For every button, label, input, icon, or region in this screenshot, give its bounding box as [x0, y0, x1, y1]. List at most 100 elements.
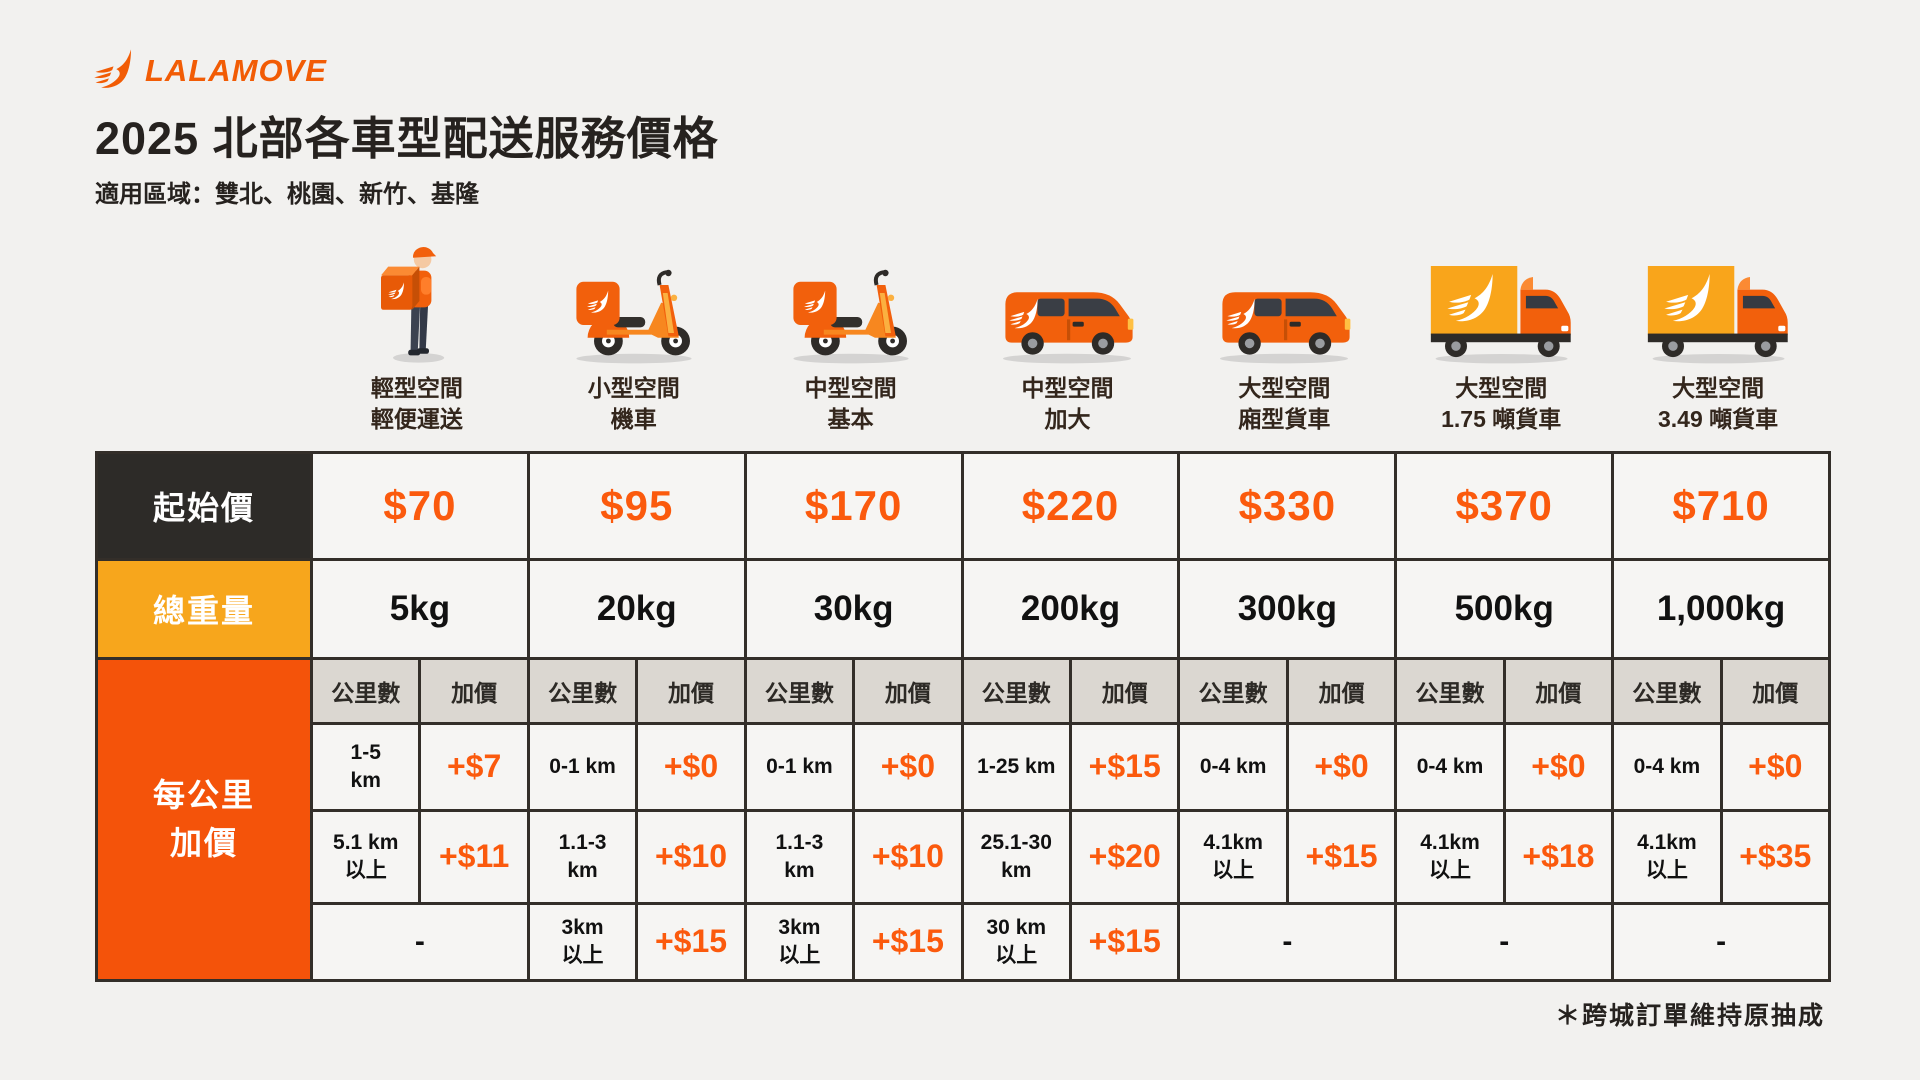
corner-spacer	[95, 223, 307, 443]
per-km-line1: 每公里	[152, 777, 255, 813]
weight-cell: 500kg	[1397, 560, 1612, 657]
vehicle-sublabel: 機車	[610, 405, 657, 432]
weight-cell: 20kg	[529, 560, 744, 657]
vehicle-sublabel: 1.75 噸貨車	[1441, 405, 1562, 432]
dash-cell: -	[1180, 904, 1395, 979]
brand-name: LALAMOVE	[145, 53, 327, 88]
subheader-surcharge: 加價	[855, 659, 961, 722]
subheader-km: 公里數	[746, 659, 853, 722]
subheader-surcharge: 加價	[1722, 659, 1828, 722]
price-cell: $95	[529, 453, 744, 558]
weight-cell: 5kg	[313, 560, 527, 657]
subheader-km: 公里數	[529, 659, 636, 722]
subheader-km: 公里數	[1180, 659, 1286, 722]
km-cell: 5.1 km 以上	[313, 811, 419, 902]
subheader-km: 公里數	[313, 659, 419, 722]
truck-icon	[1640, 223, 1797, 365]
subheader-km: 公里數	[1397, 659, 1503, 722]
price-cell: $330	[1180, 453, 1395, 558]
dash-cell: -	[313, 904, 527, 979]
footnote: ＊跨城訂單維持原抽成	[1554, 1001, 1825, 1030]
row-header-total-weight: 總重量	[98, 560, 310, 657]
km-cell: 0-4 km	[1180, 724, 1286, 809]
fee-cell: +$0	[1505, 724, 1612, 809]
fee-cell: +$15	[855, 904, 961, 979]
vehicle-label: 大型空間	[1238, 374, 1331, 401]
km-cell: 0-1 km	[529, 724, 636, 809]
fee-cell: +$10	[638, 811, 744, 902]
km-cell: 1-25 km	[963, 724, 1069, 809]
fee-cell: +$18	[1505, 811, 1612, 902]
page-title: 2025 北部各車型配送服務價格	[95, 113, 719, 164]
km-cell: 30 km 以上	[963, 904, 1069, 979]
fee-cell: +$15	[638, 904, 744, 979]
fee-cell: +$0	[1288, 724, 1395, 809]
vehicle-label: 小型空間	[587, 374, 680, 401]
km-cell: 0-4 km	[1614, 724, 1720, 809]
vehicle-header-truck-349: 大型空間 3.49 噸貨車	[1611, 223, 1825, 443]
km-cell: 1-5 km	[313, 724, 419, 809]
km-cell: 25.1-30 km	[963, 811, 1069, 902]
weight-cell: 300kg	[1180, 560, 1395, 657]
weight-cell: 1,000kg	[1614, 560, 1828, 657]
vehicle-label: 中型空間	[804, 374, 897, 401]
subheader-surcharge: 加價	[638, 659, 744, 722]
pricing-table: 起始價 $70 $95 $170 $220 $330 $370 $710 總重量…	[95, 450, 1831, 982]
dash-cell: -	[1614, 904, 1828, 979]
fee-cell: +$15	[1072, 904, 1178, 979]
subheader-km: 公里數	[963, 659, 1069, 722]
weight-cell: 200kg	[963, 560, 1178, 657]
subheader-surcharge: 加價	[1288, 659, 1395, 722]
km-cell: 3km 以上	[529, 904, 636, 979]
subheader-surcharge: 加價	[1505, 659, 1612, 722]
vehicle-sublabel: 3.49 噸貨車	[1657, 405, 1779, 432]
van-icon	[991, 223, 1143, 365]
row-header-start-price: 起始價	[98, 453, 310, 558]
vehicle-header-row: 輕型空間輕便運送 小型空間機車 中型空間基本 中型空間 加大 大型空間廂型貨車 大…	[95, 223, 1825, 443]
page-subtitle: 適用區域：雙北、桃園、新竹、基隆	[95, 180, 479, 208]
vehicle-header-truck-175: 大型空間 1.75 噸貨車	[1394, 223, 1608, 443]
vehicle-label: 輕型空間	[370, 374, 463, 401]
fee-cell: +$0	[855, 724, 961, 809]
fee-cell: +$20	[1072, 811, 1178, 902]
fee-cell: +$11	[421, 811, 527, 902]
vehicle-header-light: 輕型空間 輕便運送	[310, 223, 524, 443]
vehicle-label: 大型空間	[1455, 374, 1548, 401]
fee-cell: +$35	[1722, 811, 1828, 902]
vehicle-header-medium-basic: 中型空間 基本	[744, 223, 958, 443]
fee-cell: +$15	[1288, 811, 1395, 902]
fee-cell: +$0	[1722, 724, 1828, 809]
vehicle-sublabel: 基本	[827, 405, 874, 432]
fee-cell: +$0	[638, 724, 744, 809]
vehicle-sublabel: 輕便運送	[370, 405, 463, 432]
km-cell: 3km 以上	[746, 904, 853, 979]
fee-cell: +$15	[1072, 724, 1178, 809]
vehicle-header-large-van: 大型空間 廂型貨車	[1177, 223, 1391, 443]
fee-cell: +$7	[421, 724, 527, 809]
price-cell: $710	[1614, 453, 1828, 558]
lalamove-logo: LALAMOVE	[91, 44, 1825, 98]
price-cell: $370	[1397, 453, 1612, 558]
vehicle-label: 中型空間	[1021, 374, 1114, 401]
price-cell: $70	[313, 453, 527, 558]
pricing-infographic: LALAMOVE 2025 北部各車型配送服務價格 適用區域：雙北、桃園、新竹、…	[0, 0, 1831, 1030]
vehicle-label: 大型空間	[1672, 374, 1765, 401]
scooter-icon	[562, 223, 706, 365]
truck-icon	[1423, 223, 1580, 365]
vehicle-header-small: 小型空間 機車	[527, 223, 741, 443]
per-km-line2: 加價	[169, 825, 238, 861]
row-header-per-km: 每公里 加價	[98, 659, 310, 979]
vehicle-sublabel: 廂型貨車	[1238, 405, 1331, 432]
lalamove-bird-icon	[91, 48, 137, 94]
km-cell: 4.1km 以上	[1180, 811, 1286, 902]
km-cell: 1.1-3 km	[746, 811, 853, 902]
price-cell: $170	[746, 453, 961, 558]
km-cell: 0-1 km	[746, 724, 853, 809]
fee-cell: +$10	[855, 811, 961, 902]
courier-icon	[373, 223, 461, 365]
subheader-km: 公里數	[1614, 659, 1720, 722]
vehicle-header-medium-plus: 中型空間 加大	[961, 223, 1175, 443]
km-cell: 0-4 km	[1397, 724, 1503, 809]
dash-cell: -	[1397, 904, 1612, 979]
km-cell: 4.1km 以上	[1397, 811, 1503, 902]
